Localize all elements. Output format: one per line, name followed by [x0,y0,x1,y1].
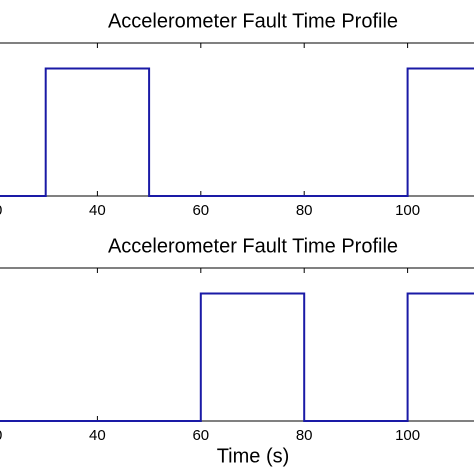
x-tick-label: 40 [89,202,106,219]
x-tick-label: 100 [395,202,420,219]
x-axis-label: Time (s) [217,445,290,467]
axes-frame [0,42,474,197]
x-tick-label: 20 [0,427,2,444]
x-tick-label: 60 [192,202,209,219]
x-tick-label: 100 [395,427,420,444]
x-tick-label: 40 [89,427,106,444]
axes-frame [0,267,474,422]
x-tick-label: 20 [0,202,2,219]
x-tick-label: 80 [296,202,313,219]
series-line [0,67,474,197]
series-line [0,292,474,422]
chart-title: Accelerometer Fault Time Profile [108,235,398,257]
chart-title: Accelerometer Fault Time Profile [108,10,398,32]
x-tick-label: 60 [192,427,209,444]
x-tick-label: 80 [296,427,313,444]
